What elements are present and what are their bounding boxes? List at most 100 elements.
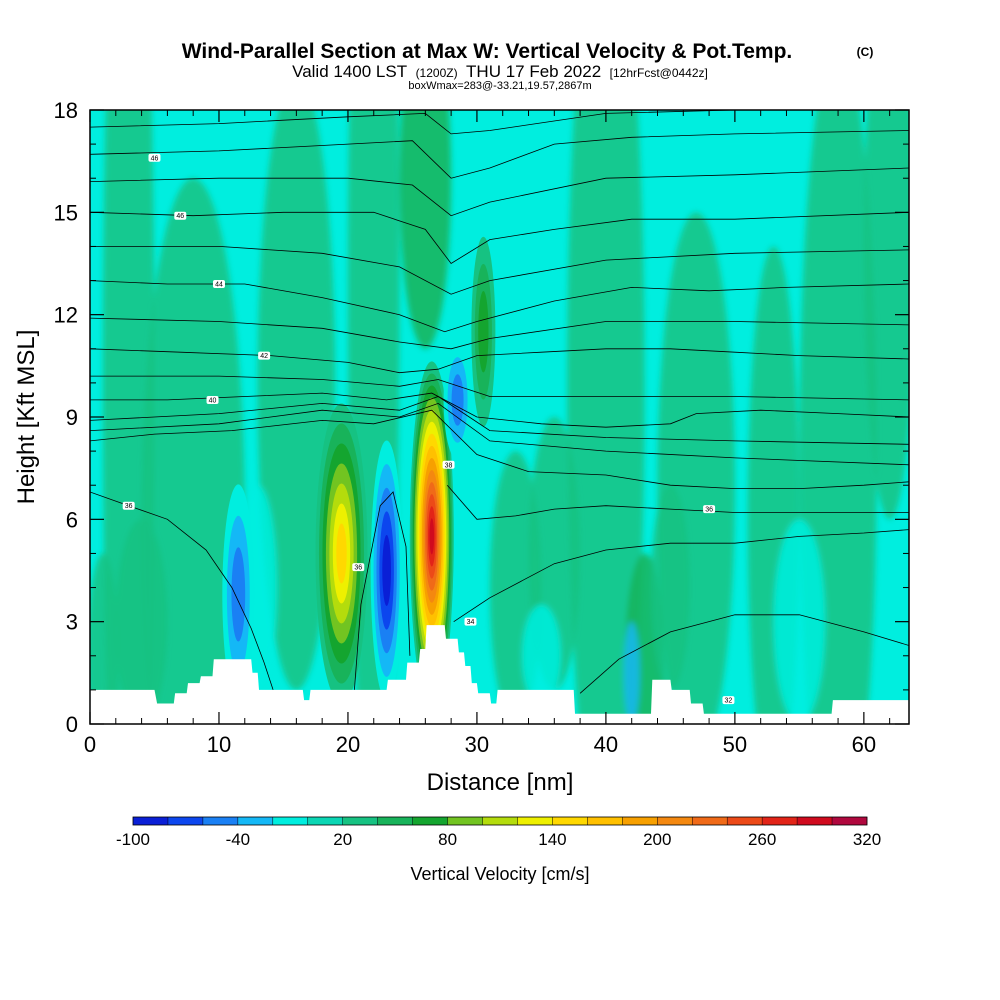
theta-label-bg [703, 505, 716, 514]
chart-subtitle: Valid 1400 LST (1200Z) THU 17 Feb 2022 [… [292, 62, 708, 81]
chart-title: Wind-Parallel Section at Max W: Vertical… [182, 40, 793, 63]
colorbar-swatch [167, 817, 204, 825]
colorbar-swatch [447, 817, 483, 825]
colorbar-label: Vertical Velocity [cm/s] [410, 864, 589, 884]
theta-line-3 [90, 317, 909, 350]
y-axis-label: Height [Kft MSL] [13, 330, 40, 505]
colorbar-tick-label: 80 [438, 830, 457, 849]
theta-label-bg [174, 211, 187, 220]
terrain-mask [90, 625, 909, 724]
x-tick-label: 0 [84, 732, 96, 757]
colorbar-tick-label: 320 [853, 830, 881, 849]
colorbar-swatch [342, 817, 378, 825]
x-tick-label: 40 [594, 732, 618, 757]
theta-contour-32 [579, 614, 909, 694]
theta-label-38: 38 [445, 462, 453, 469]
velocity-updraft-0 [315, 403, 368, 704]
x-tick-label: 10 [207, 732, 231, 757]
colorbar-tick-label: -40 [226, 830, 251, 849]
theta-line-2 [90, 375, 909, 401]
theta-contour-36 [90, 491, 274, 691]
theta-line-5 [90, 167, 909, 217]
colorbar-tick-label: 260 [748, 830, 776, 849]
colorbar-swatch [622, 817, 658, 825]
subtitle-valid: Valid 1400 LST [292, 62, 407, 81]
velocity-downdraft-3 [222, 484, 255, 705]
theta-label-32: 32 [725, 698, 733, 705]
colorbar-tick-label: 140 [538, 830, 566, 849]
theta-contour-46 [90, 211, 909, 265]
colorbar-swatch [412, 817, 448, 825]
theta-label-34: 34 [467, 619, 475, 626]
colorbar-swatch [377, 817, 413, 825]
theta-label-bg [258, 351, 271, 360]
theta-label-bg [722, 696, 735, 705]
theta-contour-36 [446, 484, 909, 520]
y-tick-label: 9 [66, 405, 78, 430]
colorbar-swatch [832, 817, 868, 825]
x-tick-label: 60 [852, 732, 876, 757]
theta-contour-38 [90, 409, 909, 489]
x-tick-label: 50 [723, 732, 747, 757]
y-tick-label: 18 [54, 98, 78, 123]
box-info: boxWmax=283@-33.21,19.57,2867m [408, 80, 591, 92]
theta-line-6 [90, 110, 909, 135]
theta-label-bg [464, 617, 477, 626]
colorbar-tick-label: 20 [333, 830, 352, 849]
theta-contours: 32 34 36 36 36 38 40 42 44 46 46 [90, 110, 909, 705]
x-axis-label: Distance [nm] [427, 769, 574, 796]
colorbar-swatch [657, 817, 693, 825]
colorbar-swatch [272, 817, 309, 825]
colorbar-swatch [797, 817, 833, 825]
colorbar-swatch [692, 817, 728, 825]
colorbar-swatch [552, 817, 588, 825]
theta-label-bg [148, 153, 161, 162]
colorbar-swatch [587, 817, 623, 825]
theta-label-bg [442, 460, 455, 469]
theta-contour-46 [90, 130, 909, 179]
theta-label-46: 46 [151, 155, 159, 162]
theta-label-36: 36 [705, 507, 713, 514]
theta-label-36: 36 [125, 503, 133, 510]
theta-label-46: 46 [176, 213, 184, 220]
theta-contour-44 [90, 280, 909, 333]
velocity-updraft-5 [471, 236, 496, 427]
colorbar-swatch [202, 817, 239, 825]
terrain [90, 625, 909, 724]
theta-label-44: 44 [215, 281, 223, 288]
theta-label-bg [206, 395, 219, 404]
theta-line-0 [90, 402, 909, 466]
theta-line-4 [90, 246, 909, 295]
theta-label-bg [352, 563, 365, 572]
colorbar-swatch [517, 817, 553, 825]
copyright-mark: (C) [857, 45, 874, 59]
theta-label-bg [212, 279, 225, 288]
theta-label-40: 40 [209, 397, 217, 404]
y-tick-label: 3 [66, 610, 78, 635]
colorbar-swatch [762, 817, 798, 825]
velocity-downdraft-4 [443, 339, 472, 460]
y-tick-label: 15 [54, 200, 78, 225]
colorbar: -100 -40 20 80 140 200 260 320 [116, 816, 881, 849]
colorbar-swatch [307, 817, 344, 825]
y-tick-label: 6 [66, 507, 78, 532]
x-tick-label: 20 [336, 732, 360, 757]
colorbar-swatch [482, 817, 518, 825]
x-tick-label: 30 [465, 732, 489, 757]
theta-label-36: 36 [354, 565, 362, 572]
theta-contour-42 [90, 348, 909, 374]
colorbar-tick-label: -100 [116, 830, 150, 849]
velocity-downdraft-2 [370, 440, 403, 701]
theta-contour-40 [90, 392, 909, 428]
velocity-updraft-1 [409, 361, 454, 712]
colorbar-swatch [727, 817, 763, 825]
theta-label-bg [122, 501, 135, 510]
colorbar-swatch [237, 817, 274, 825]
colorbar-frame [132, 816, 868, 826]
y-tick-label: 0 [66, 712, 78, 737]
subtitle-utc: (1200Z) [416, 66, 458, 80]
theta-label-42: 42 [260, 353, 268, 360]
